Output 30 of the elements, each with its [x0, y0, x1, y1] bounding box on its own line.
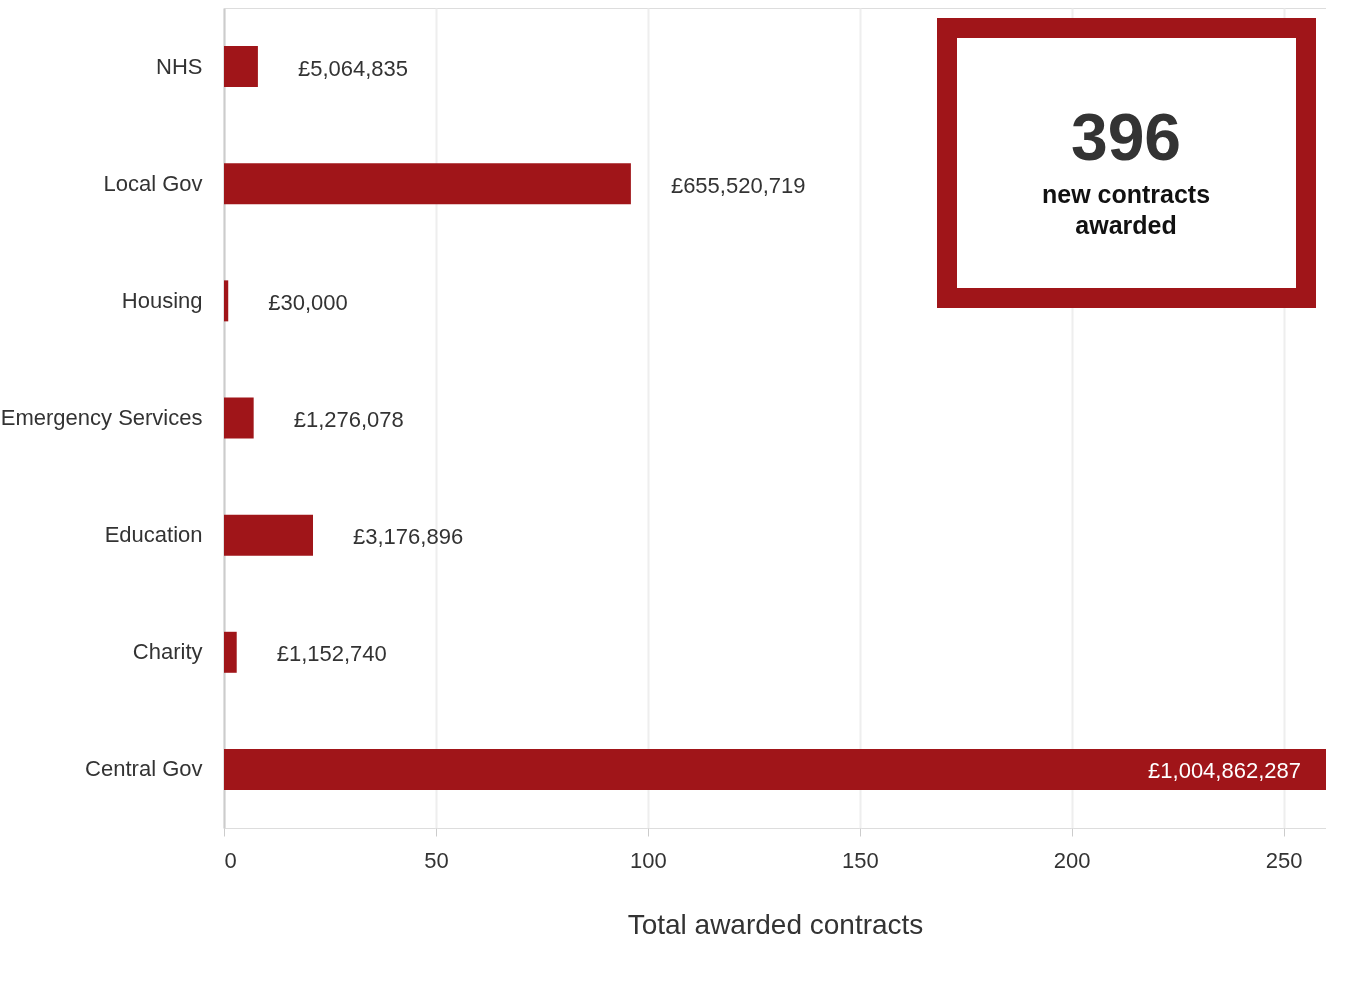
- bar: [224, 631, 237, 673]
- bar: [224, 163, 631, 205]
- x-tick-label: 150: [841, 847, 879, 873]
- bar: [224, 46, 258, 88]
- y-tick-label: Charity: [132, 639, 203, 665]
- x-tick-label: 50: [424, 847, 449, 873]
- bar: [224, 397, 254, 439]
- annotation: £655,520,719: [670, 172, 806, 198]
- annotation: £1,004,862,287: [1148, 758, 1301, 784]
- bar: [224, 748, 1326, 790]
- y-tick-label: Central Gov: [85, 756, 203, 782]
- annotation: new contracts awarded: [1041, 180, 1211, 239]
- y-tick-label: Education: [104, 522, 203, 548]
- bar: [224, 514, 314, 556]
- x-tick-label: 100: [629, 847, 667, 873]
- x-tick-label: 250: [1265, 847, 1303, 873]
- annotation: £3,176,896: [353, 524, 464, 550]
- annotation: £5,064,835: [297, 55, 409, 81]
- x-tick-label: 0: [224, 847, 237, 873]
- annotation: £1,152,740: [276, 641, 387, 667]
- y-tick-label: Local Gov: [103, 170, 203, 196]
- annotation: £1,276,078: [293, 407, 404, 432]
- annotation: 396: [1070, 100, 1182, 174]
- y-tick-label: Emergency Services: [0, 405, 203, 430]
- x-axis-title: Total awarded contracts: [627, 908, 924, 940]
- y-tick-label: NHS: [156, 53, 203, 79]
- bar: [224, 280, 229, 322]
- y-tick-label: Housing: [121, 287, 203, 313]
- x-tick-label: 200: [1053, 847, 1091, 873]
- annotation: £30,000: [268, 289, 348, 315]
